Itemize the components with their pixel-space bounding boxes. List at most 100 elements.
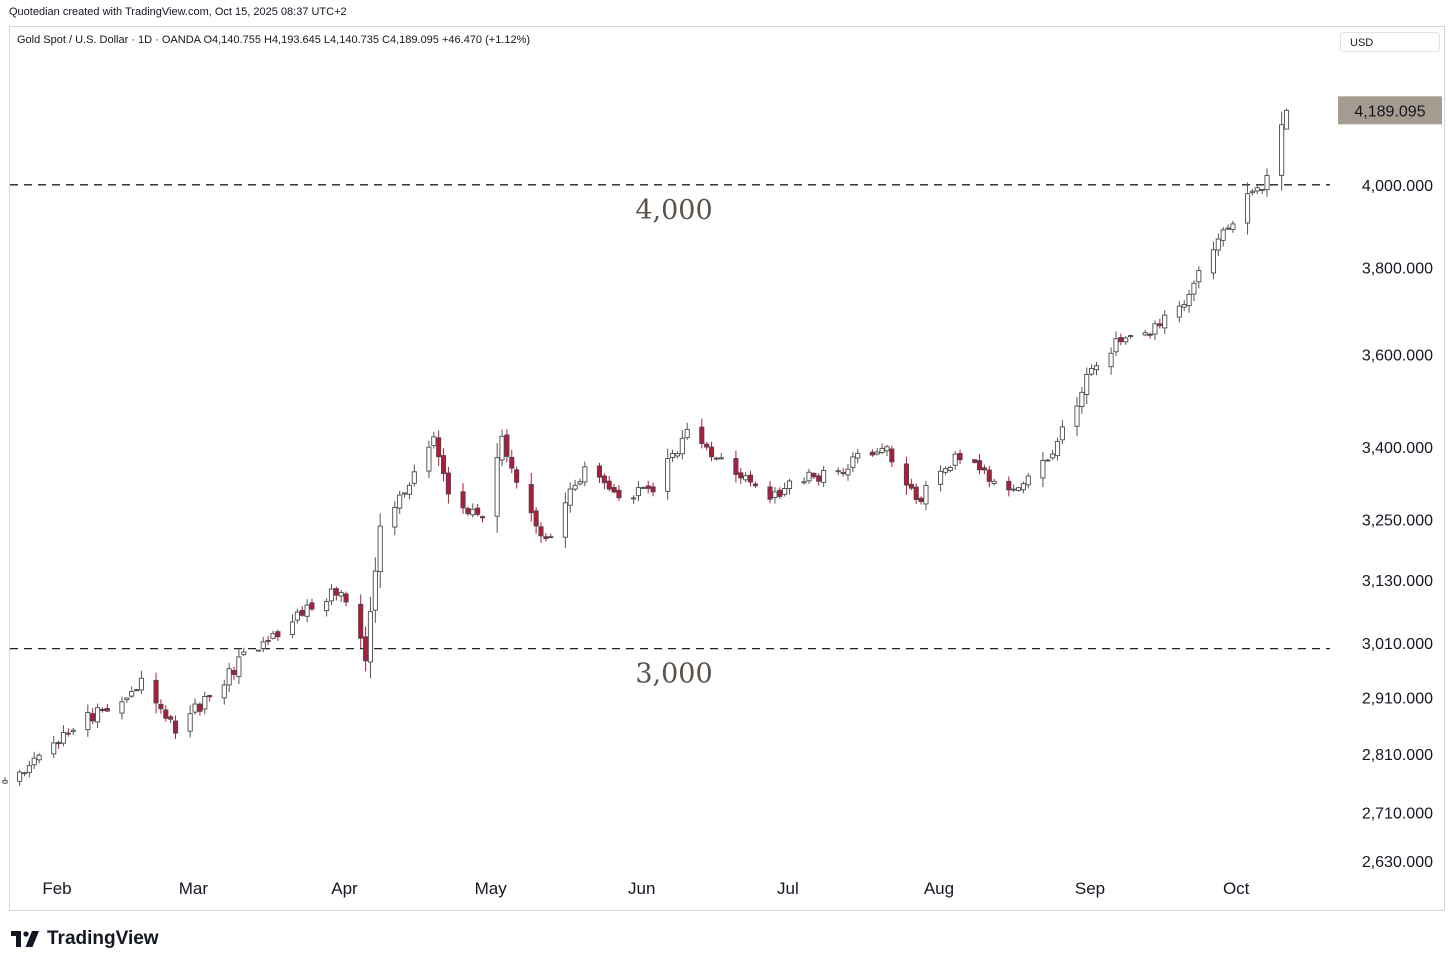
candle-down	[299, 609, 305, 616]
price-tick-label: 3,800.000	[1362, 260, 1433, 277]
candle-up	[260, 641, 266, 649]
candle-up	[1279, 124, 1285, 176]
candle-up	[51, 742, 57, 755]
candle-up	[426, 446, 432, 472]
candle-up	[1142, 332, 1148, 336]
time-tick-jun: Jun	[628, 879, 655, 898]
candle-up	[270, 633, 276, 639]
candle-up	[835, 470, 841, 473]
candle-up	[1249, 190, 1255, 194]
candle-down	[514, 469, 520, 483]
candle-down	[708, 446, 715, 458]
candle-down	[475, 507, 481, 515]
candle-up	[1210, 249, 1216, 274]
price-tick-label: 3,130.000	[1362, 573, 1433, 590]
candle-down	[986, 469, 992, 482]
candle-up	[328, 588, 335, 602]
candle-up	[1181, 304, 1187, 308]
candle-down	[738, 472, 744, 479]
candle-down	[163, 709, 169, 719]
candle-up	[377, 525, 383, 573]
chart-credit: Quotedian created with TradingView.com, …	[9, 6, 347, 18]
tradingview-wordmark: TradingView	[47, 928, 159, 949]
candle-down	[611, 487, 617, 493]
candle-down	[816, 475, 822, 482]
candle-down	[104, 707, 110, 712]
last-price-badge	[1338, 96, 1442, 125]
candles	[2, 108, 1290, 786]
price-tick-label: 3,010.000	[1362, 636, 1433, 653]
candle-up	[1215, 238, 1221, 251]
candle-down	[172, 720, 179, 734]
price-axis: 4,000.000 3,800.000 3,600.000 3,400.000 3,25…	[1338, 96, 1442, 871]
candle-up	[991, 480, 997, 485]
candle-up	[236, 656, 242, 677]
candle-up	[567, 488, 573, 506]
candle-up	[1020, 483, 1026, 491]
candle-up	[1283, 109, 1290, 130]
candle-down	[509, 456, 515, 469]
candle-down	[957, 453, 963, 461]
candle-down	[1006, 480, 1012, 491]
candle-down	[601, 475, 607, 484]
candle-up	[1084, 374, 1090, 395]
time-tick-apr: Apr	[331, 879, 358, 898]
candle-down	[538, 526, 544, 537]
candle-up	[192, 703, 198, 713]
candle-up	[431, 436, 437, 447]
candle-down	[704, 443, 710, 448]
candle-down	[1147, 333, 1153, 336]
last-price-label: 4,189.095	[1354, 103, 1425, 120]
candle-up	[923, 485, 929, 505]
candle-up	[1152, 323, 1158, 335]
candle-up	[60, 732, 67, 744]
symbol-legend: Gold Spot / U.S. Dollar · 1D · OANDA O4,…	[17, 34, 531, 46]
candle-up	[879, 447, 885, 453]
candle-up	[631, 497, 637, 500]
level-label-4000: 4,000	[635, 195, 712, 226]
candle-up	[821, 470, 827, 483]
candle-up	[1196, 270, 1202, 283]
candle-down	[1157, 323, 1163, 327]
candle-down	[358, 603, 364, 639]
candle-up	[406, 484, 412, 495]
candle-down	[913, 486, 919, 501]
currency-selector[interactable]: USD	[1340, 32, 1440, 52]
candle-up	[397, 494, 403, 509]
candle-down	[56, 742, 62, 745]
chart-pane[interactable]	[9, 26, 1445, 911]
candle-up	[1264, 175, 1270, 191]
candle-up	[241, 651, 247, 656]
candle-up	[1254, 187, 1260, 192]
candle-down	[265, 640, 271, 642]
candle-down	[134, 689, 140, 692]
candle-up	[402, 492, 408, 495]
candle-up	[1259, 188, 1265, 191]
candle-up	[1074, 405, 1080, 427]
price-tick-label: 3,250.000	[1362, 513, 1433, 530]
candle-up	[562, 502, 568, 538]
candle-up	[494, 457, 500, 517]
candle-up	[1045, 459, 1051, 462]
candle-up	[221, 684, 227, 699]
candle-down	[981, 467, 987, 471]
candle-up	[1225, 227, 1231, 230]
candle-up	[95, 707, 101, 723]
candle-up	[1089, 368, 1095, 375]
candle-up	[684, 428, 690, 439]
candle-up	[367, 611, 374, 663]
candle-down	[650, 486, 656, 493]
candle-up	[1015, 487, 1022, 491]
candle-up	[679, 437, 685, 455]
candle-up	[743, 475, 749, 481]
candle-up	[187, 713, 193, 732]
candle-down	[840, 472, 846, 475]
candle-up	[772, 491, 778, 498]
candle-up	[70, 729, 76, 732]
candle-up	[372, 570, 378, 611]
candle-up	[470, 508, 476, 516]
candle-down	[90, 713, 96, 722]
candle-up	[1186, 294, 1192, 307]
tradingview-logo[interactable]: TradingView	[11, 928, 159, 950]
